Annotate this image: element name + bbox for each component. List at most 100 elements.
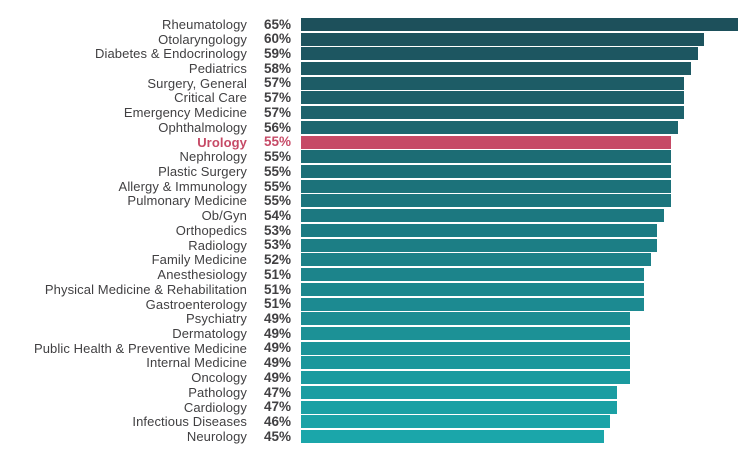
row-value: 46%: [263, 414, 291, 430]
bar-track: [301, 385, 741, 399]
row-label: Pulmonary Medicine: [127, 193, 247, 209]
bar-track: [301, 356, 741, 370]
bar-track: [301, 253, 741, 267]
bar-track: [301, 238, 741, 252]
row-value: 55%: [263, 193, 291, 209]
bar-track: [301, 120, 741, 134]
chart-row: Gastroenterology 51%: [0, 297, 741, 312]
row-label: Surgery, General: [147, 75, 247, 91]
bar: [301, 326, 631, 340]
row-label: Anesthesiology: [157, 267, 247, 283]
row-label: Pediatrics: [188, 61, 247, 77]
row-label: Psychiatry: [186, 311, 247, 327]
bar-track: [301, 76, 741, 90]
bar-track: [301, 341, 741, 355]
bar: [301, 47, 698, 61]
row-value: 57%: [263, 75, 291, 91]
bar-track: [301, 297, 741, 311]
bar: [301, 209, 664, 223]
bar: [301, 429, 604, 443]
bar-track: [301, 179, 741, 193]
row-value: 55%: [263, 178, 291, 194]
row-value: 49%: [263, 340, 291, 356]
chart-row: Orthopedics 53%: [0, 223, 741, 238]
chart-row: Oncology 49%: [0, 370, 741, 385]
row-value: 59%: [263, 46, 291, 62]
bar-track: [301, 47, 741, 61]
row-value: 49%: [263, 369, 291, 385]
bar-track: [301, 209, 741, 223]
row-label: Gastroenterology: [145, 296, 247, 312]
row-value: 53%: [263, 222, 291, 238]
bar-track: [301, 165, 741, 179]
row-label: Nephrology: [179, 149, 247, 165]
row-label: Allergy & Immunology: [118, 178, 247, 194]
row-value: 65%: [263, 16, 291, 32]
row-value: 49%: [263, 325, 291, 341]
bar-track: [301, 106, 741, 120]
row-label: Dermatology: [172, 325, 247, 341]
chart-row: Nephrology 55%: [0, 149, 741, 164]
chart-row: Pediatrics 58%: [0, 61, 741, 76]
chart-row: Ob/Gyn 54%: [0, 208, 741, 223]
bar: [301, 356, 631, 370]
bar-track: [301, 326, 741, 340]
bar: [301, 17, 738, 31]
chart-row: Psychiatry 49%: [0, 311, 741, 326]
row-label: Internal Medicine: [146, 355, 247, 371]
bar-track: [301, 32, 741, 46]
bar: [301, 282, 644, 296]
bar: [301, 32, 705, 46]
bar: [301, 312, 631, 326]
bar-track: [301, 62, 741, 76]
chart-row: Rheumatology 65%: [0, 17, 741, 32]
bar-track: [301, 223, 741, 237]
row-label: Physical Medicine & Rehabilitation: [44, 281, 247, 297]
row-value: 55%: [263, 149, 291, 165]
chart-row: Public Health & Preventive Medicine 49%: [0, 341, 741, 356]
row-value: 57%: [263, 90, 291, 106]
row-value: 55%: [263, 163, 291, 179]
chart-row: Dermatology 49%: [0, 326, 741, 341]
row-value: 47%: [263, 384, 291, 400]
bar-track: [301, 17, 741, 31]
bar-track: [301, 371, 741, 385]
chart-row: Neurology 45%: [0, 429, 741, 444]
row-value: 57%: [263, 104, 291, 120]
bar: [301, 341, 631, 355]
row-label: Oncology: [191, 370, 247, 386]
bar-track: [301, 282, 741, 296]
bar-track: [301, 400, 741, 414]
bar: [301, 385, 617, 399]
chart-row: Otolaryngology 60%: [0, 32, 741, 47]
bar: [301, 238, 658, 252]
row-value: 56%: [263, 119, 291, 135]
chart-row: Urology 55%: [0, 135, 741, 150]
bar-track: [301, 268, 741, 282]
row-label: Infectious Diseases: [132, 414, 247, 430]
chart-row: Physical Medicine & Rehabilitation 51%: [0, 282, 741, 297]
row-value: 53%: [263, 237, 291, 253]
chart-row: Pulmonary Medicine 55%: [0, 194, 741, 209]
bar: [301, 76, 685, 90]
row-label: Urology: [197, 134, 247, 150]
chart-rows: Rheumatology 65% Otolaryngology 60% Diabetes…: [0, 17, 741, 444]
row-value: 51%: [263, 266, 291, 282]
chart-row: Internal Medicine 49%: [0, 356, 741, 371]
chart-row: Anesthesiology 51%: [0, 267, 741, 282]
bar: [301, 106, 685, 120]
bar-chart: Rheumatology 65% Otolaryngology 60% Diabetes…: [0, 17, 741, 444]
row-label: Public Health & Preventive Medicine: [33, 340, 247, 356]
row-value: 45%: [263, 428, 291, 444]
bar-highlighted: [301, 135, 671, 149]
chart-row: Allergy & Immunology 55%: [0, 179, 741, 194]
bar-track: [301, 312, 741, 326]
row-label: Diabetes & Endocrinology: [95, 46, 247, 62]
chart-row: Ophthalmology 56%: [0, 120, 741, 135]
row-label: Neurology: [186, 428, 247, 444]
bar: [301, 253, 651, 267]
row-label: Ophthalmology: [158, 119, 247, 135]
row-label: Plastic Surgery: [158, 164, 247, 180]
bar: [301, 179, 671, 193]
chart-row: Family Medicine 52%: [0, 253, 741, 268]
